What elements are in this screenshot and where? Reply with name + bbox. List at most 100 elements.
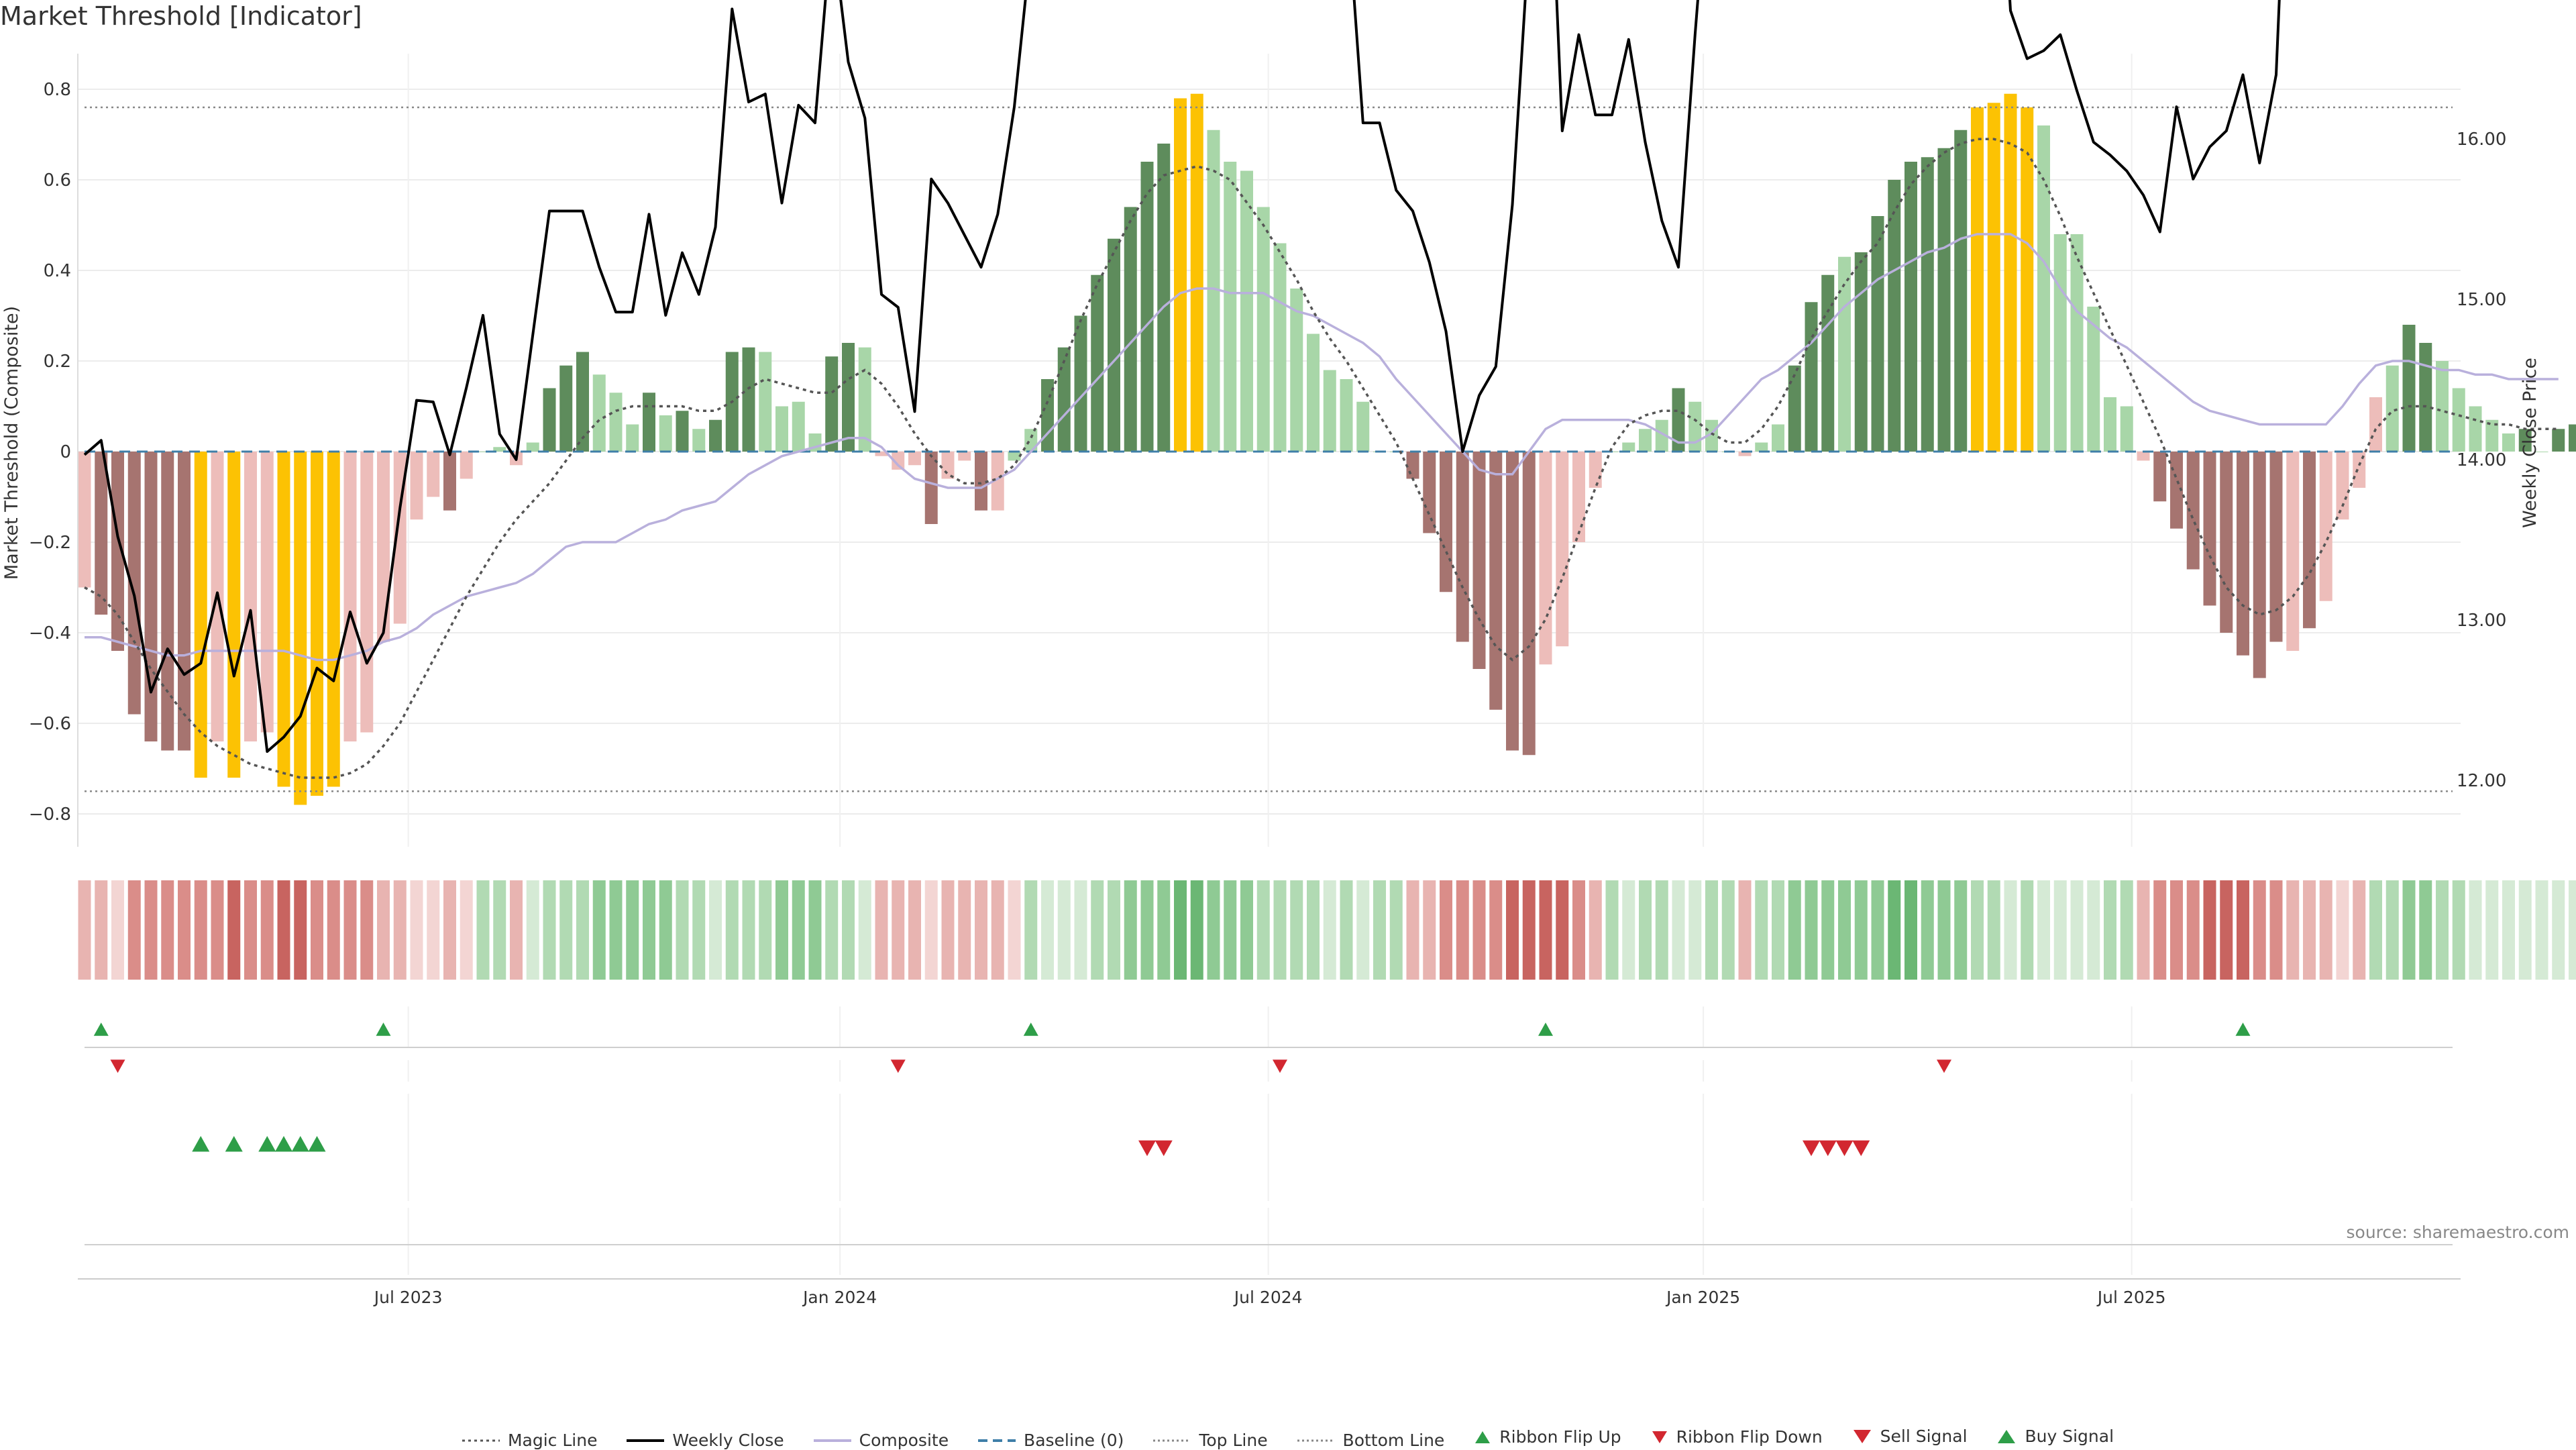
ribbon-cell xyxy=(1805,880,1818,980)
threshold-bar xyxy=(610,393,623,452)
ribbon-cell xyxy=(1540,880,1552,980)
threshold-bar xyxy=(2419,343,2432,452)
y2-tick-label: 15.00 xyxy=(2457,290,2506,310)
ribbon-cell xyxy=(1373,880,1386,980)
threshold-bar xyxy=(2270,452,2283,642)
threshold-bar xyxy=(344,452,357,741)
ribbon-cell xyxy=(211,880,224,980)
ribbon-cell xyxy=(1224,880,1236,980)
ribbon-cell xyxy=(128,880,141,980)
y-tick-label: 0.2 xyxy=(44,352,71,372)
ribbon-cell xyxy=(2237,880,2249,980)
threshold-bar xyxy=(2569,425,2576,452)
ribbon-cell xyxy=(1921,880,1934,980)
ribbon-cell xyxy=(1008,880,1021,980)
ribbon-cell xyxy=(709,880,722,980)
ribbon-cell xyxy=(1075,880,1087,980)
ribbon-cell xyxy=(1572,880,1585,980)
legend-item-ribbon-flip-down: Ribbon Flip Down xyxy=(1651,1427,1823,1447)
y2-axis-label: Weekly Close Price xyxy=(2520,358,2540,528)
threshold-bar xyxy=(2320,452,2332,601)
y-tick-label: −0.2 xyxy=(29,533,71,553)
legend-item-bottom-line: Bottom Line xyxy=(1297,1431,1445,1450)
ribbon-cell xyxy=(859,880,871,980)
threshold-bar xyxy=(1589,452,1602,488)
threshold-bar xyxy=(1307,334,1320,452)
y2-tick-label: 12.00 xyxy=(2457,771,2506,791)
ribbon-cell xyxy=(2004,880,2017,980)
ribbon-flip-down-marker xyxy=(1937,1059,1951,1073)
ribbon-cell xyxy=(1755,880,1768,980)
threshold-bar xyxy=(311,452,323,796)
threshold-bar xyxy=(1356,402,1369,452)
x-tick-label: Jan 2024 xyxy=(802,1288,877,1307)
y-tick-label: 0.8 xyxy=(44,80,71,100)
ribbon-cell xyxy=(2403,880,2416,980)
legend-label: Ribbon Flip Down xyxy=(1676,1427,1823,1447)
threshold-bar xyxy=(1224,162,1236,452)
ribbon-cell xyxy=(195,880,207,980)
baseline-swatch xyxy=(978,1437,1016,1445)
buy-signal-marker xyxy=(192,1136,209,1151)
sell-signal-marker xyxy=(1852,1141,1870,1156)
ribbon-flip-up-marker xyxy=(1538,1023,1553,1036)
threshold-bar xyxy=(1075,316,1087,452)
ribbon-cell xyxy=(792,880,805,980)
threshold-bar xyxy=(78,452,91,588)
sell-signal-marker xyxy=(1803,1141,1820,1156)
ribbon-cell xyxy=(1971,880,1984,980)
ribbon-cell xyxy=(958,880,971,980)
threshold-bar xyxy=(360,452,373,733)
threshold-bar xyxy=(1556,452,1568,646)
ribbon-cell xyxy=(2419,880,2432,980)
ribbon-cell xyxy=(2369,880,2382,980)
threshold-bar xyxy=(427,452,439,497)
threshold-bar xyxy=(1523,452,1536,755)
ribbon-cell xyxy=(1821,880,1834,980)
threshold-bar xyxy=(195,452,207,778)
ribbon-cell xyxy=(1904,880,1917,980)
ribbon-cell xyxy=(1407,880,1419,980)
ribbon-cell xyxy=(1523,880,1536,980)
ribbon-cell xyxy=(2204,880,2216,980)
ribbon-cell xyxy=(2353,880,2365,980)
ribbon-cell xyxy=(1191,880,1203,980)
threshold-bar xyxy=(2220,452,2233,633)
ribbon-cell xyxy=(1240,880,1253,980)
threshold-bar xyxy=(2453,389,2465,452)
ribbon-cell xyxy=(227,880,240,980)
threshold-bar xyxy=(1904,162,1917,452)
legend-label: Bottom Line xyxy=(1343,1431,1445,1450)
x-tick-label: Jul 2024 xyxy=(1233,1288,1303,1307)
ribbon-cell xyxy=(2153,880,2166,980)
legend-item-top-line: Top Line xyxy=(1153,1431,1267,1450)
threshold-bar xyxy=(759,352,771,452)
bars-layer xyxy=(78,94,2576,805)
legend-label: Baseline (0) xyxy=(1024,1431,1124,1450)
threshold-bar xyxy=(792,402,805,452)
composite-swatch xyxy=(814,1437,851,1445)
ribbon-cell xyxy=(1589,880,1602,980)
threshold-bar xyxy=(178,452,191,751)
threshold-bar xyxy=(676,411,689,452)
ribbon-cell xyxy=(95,880,107,980)
ribbon-cell xyxy=(975,880,987,980)
ribbon-cell xyxy=(1855,880,1868,980)
threshold-bar xyxy=(1157,144,1170,452)
buy-signal-marker xyxy=(225,1136,243,1151)
threshold-bar xyxy=(1423,452,1436,533)
legend-label: Magic Line xyxy=(508,1431,598,1450)
legend-item-baseline: Baseline (0) xyxy=(978,1431,1124,1450)
ribbon-cell xyxy=(593,880,606,980)
x-tick-label: Jul 2025 xyxy=(2096,1288,2166,1307)
ribbon-cell xyxy=(825,880,838,980)
sell-signal-marker xyxy=(1138,1141,1156,1156)
ribbon-cell xyxy=(261,880,274,980)
ribbon-cell xyxy=(2137,880,2150,980)
source-note: source: sharemaestro.com xyxy=(2347,1223,2570,1242)
threshold-bar xyxy=(2436,361,2449,452)
buy-signal-marker xyxy=(292,1136,309,1151)
ribbon-cell xyxy=(1639,880,1652,980)
ribbon-cell xyxy=(626,880,639,980)
ribbon-flip-down-marker xyxy=(111,1059,125,1073)
